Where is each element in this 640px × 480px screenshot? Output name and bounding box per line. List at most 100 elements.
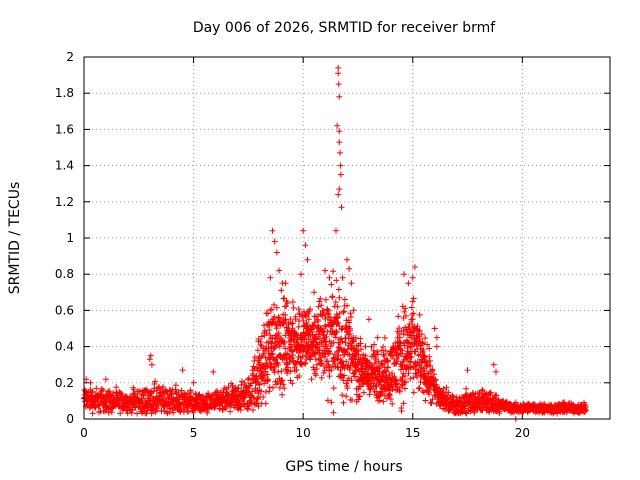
data-point bbox=[290, 299, 296, 305]
data-point bbox=[410, 299, 416, 305]
data-point bbox=[361, 390, 367, 396]
data-point bbox=[389, 401, 395, 407]
data-point bbox=[309, 376, 315, 382]
data-point bbox=[343, 393, 349, 399]
data-point bbox=[347, 310, 353, 316]
y-tick-label: 0 bbox=[66, 412, 74, 426]
data-point bbox=[465, 367, 471, 373]
data-point bbox=[305, 257, 311, 263]
data-point bbox=[274, 250, 280, 256]
y-tick-label: 1.8 bbox=[55, 86, 74, 100]
data-point bbox=[291, 305, 297, 311]
y-tick-label: 1.6 bbox=[55, 122, 74, 136]
data-point bbox=[342, 297, 348, 303]
data-point bbox=[329, 293, 335, 299]
data-point bbox=[337, 150, 343, 156]
x-tick-label: 10 bbox=[296, 426, 311, 440]
data-point bbox=[340, 309, 346, 315]
data-point bbox=[185, 409, 191, 415]
data-point bbox=[380, 344, 386, 350]
data-point bbox=[338, 172, 344, 178]
data-point bbox=[266, 327, 272, 333]
data-point bbox=[336, 186, 342, 192]
data-point bbox=[147, 356, 153, 362]
data-point bbox=[322, 323, 328, 329]
data-point bbox=[325, 358, 331, 364]
data-point bbox=[333, 277, 339, 283]
data-point bbox=[339, 392, 345, 398]
data-point bbox=[409, 305, 415, 311]
data-point bbox=[405, 280, 411, 286]
data-point bbox=[337, 163, 343, 169]
data-point bbox=[149, 362, 155, 368]
data-point bbox=[339, 204, 345, 210]
data-point bbox=[266, 388, 272, 394]
data-point bbox=[336, 295, 342, 301]
x-tick-label: 0 bbox=[80, 426, 88, 440]
data-point bbox=[432, 326, 438, 332]
chart: Day 006 of 2026, SRMTID for receiver brm… bbox=[0, 0, 640, 480]
data-point bbox=[493, 369, 499, 375]
data-point bbox=[351, 307, 357, 313]
data-point bbox=[255, 395, 261, 401]
data-point bbox=[227, 409, 233, 415]
data-point bbox=[90, 410, 96, 416]
data-point bbox=[323, 297, 329, 303]
data-point bbox=[93, 385, 99, 391]
data-point bbox=[330, 268, 336, 274]
data-point bbox=[407, 376, 413, 382]
x-tick-label: 15 bbox=[405, 426, 420, 440]
data-point bbox=[263, 401, 269, 407]
data-point bbox=[363, 343, 369, 349]
y-tick-label: 0.4 bbox=[55, 340, 74, 354]
data-point bbox=[348, 280, 354, 286]
y-tick-label: 2 bbox=[66, 50, 74, 64]
data-point bbox=[416, 385, 422, 391]
data-point bbox=[334, 123, 340, 129]
data-point bbox=[418, 379, 424, 385]
data-point bbox=[272, 239, 278, 245]
data-point bbox=[336, 81, 342, 87]
y-tick-label: 0.6 bbox=[55, 303, 74, 317]
data-point bbox=[336, 128, 342, 134]
data-point bbox=[434, 344, 440, 350]
data-point bbox=[296, 324, 302, 330]
data-point bbox=[344, 257, 350, 263]
y-tick-label: 0.8 bbox=[55, 267, 74, 281]
data-point bbox=[281, 385, 287, 391]
data-point bbox=[336, 94, 342, 100]
data-point bbox=[410, 275, 416, 281]
data-point bbox=[340, 275, 346, 281]
data-point bbox=[173, 382, 179, 388]
data-point bbox=[331, 385, 337, 391]
x-axis-label: GPS time / hours bbox=[285, 459, 402, 475]
data-point bbox=[328, 282, 334, 288]
data-point bbox=[298, 271, 304, 277]
y-tick-label: 0.2 bbox=[55, 376, 74, 390]
x-axis: 05101520 bbox=[80, 57, 530, 440]
data-point bbox=[322, 268, 328, 274]
data-point bbox=[366, 316, 372, 322]
data-point bbox=[296, 306, 302, 312]
data-point bbox=[327, 373, 333, 379]
data-point bbox=[302, 242, 308, 248]
data-point bbox=[331, 410, 337, 416]
data-point bbox=[283, 280, 289, 286]
data-point bbox=[311, 289, 317, 295]
chart-title: Day 006 of 2026, SRMTID for receiver brm… bbox=[193, 20, 496, 36]
data-point bbox=[270, 228, 276, 234]
data-point bbox=[155, 385, 161, 391]
data-point bbox=[148, 353, 154, 359]
y-tick-label: 1.2 bbox=[55, 195, 74, 209]
data-point bbox=[411, 389, 417, 395]
y-tick-label: 1.4 bbox=[55, 159, 74, 173]
data-point bbox=[429, 400, 435, 406]
data-point bbox=[382, 335, 388, 341]
data-point bbox=[335, 65, 341, 71]
data-point bbox=[380, 399, 386, 405]
data-point bbox=[411, 295, 417, 301]
data-point bbox=[395, 313, 401, 319]
data-point bbox=[375, 335, 381, 341]
data-point bbox=[346, 266, 352, 272]
data-point bbox=[333, 228, 339, 234]
